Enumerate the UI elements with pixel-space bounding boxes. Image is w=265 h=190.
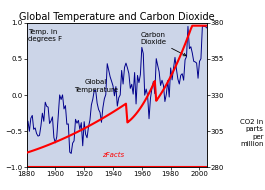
Text: Global
Temperature: Global Temperature [74, 79, 118, 93]
Text: Temp. in
degrees F: Temp. in degrees F [28, 28, 62, 42]
Text: CO2 in
parts
per
million: CO2 in parts per million [240, 119, 264, 147]
Text: zFacts: zFacts [102, 152, 124, 158]
Title: Global Temperature and Carbon Dioxide: Global Temperature and Carbon Dioxide [19, 12, 214, 22]
Text: Carbon
Dioxide: Carbon Dioxide [140, 32, 186, 56]
